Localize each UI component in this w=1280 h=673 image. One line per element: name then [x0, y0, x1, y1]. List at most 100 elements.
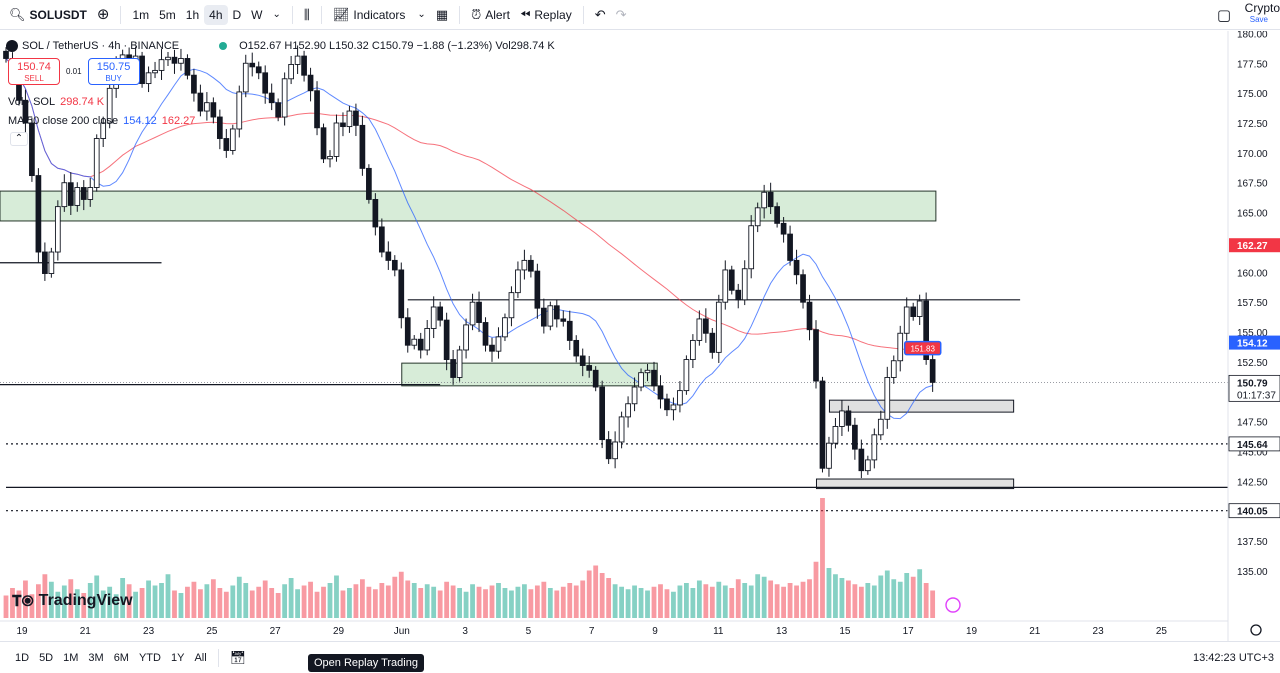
candle[interactable]: [3, 47, 9, 63]
interval-w[interactable]: W: [251, 7, 263, 22]
candle[interactable]: [437, 301, 444, 327]
fullscreen-button[interactable]: ▢: [1212, 5, 1236, 26]
candle[interactable]: [832, 417, 839, 449]
candle[interactable]: [618, 411, 625, 449]
candle[interactable]: [540, 298, 547, 334]
candle[interactable]: [210, 97, 217, 124]
candle[interactable]: [761, 184, 768, 219]
volume-indicator-row[interactable]: Vol · SOL 298.74 K: [8, 92, 195, 111]
candle[interactable]: [281, 72, 288, 126]
candle[interactable]: [320, 123, 327, 164]
candle[interactable]: [748, 215, 755, 279]
candle[interactable]: [61, 174, 68, 212]
candle[interactable]: [54, 200, 61, 261]
candle[interactable]: [275, 98, 282, 122]
candle[interactable]: [890, 355, 897, 384]
zone-rect-2[interactable]: [828, 399, 1015, 413]
candle[interactable]: [670, 397, 677, 421]
candle[interactable]: [236, 85, 243, 138]
candle[interactable]: [534, 263, 541, 319]
candle[interactable]: [139, 51, 145, 88]
candle[interactable]: [916, 294, 923, 326]
candle[interactable]: [489, 337, 495, 362]
alert-button[interactable]: ⏰︎ Alert: [466, 5, 515, 25]
candle[interactable]: [845, 405, 852, 432]
candle[interactable]: [547, 301, 554, 331]
candle[interactable]: [294, 45, 301, 75]
candle[interactable]: [476, 291, 482, 333]
candle[interactable]: [677, 381, 683, 413]
replay-button[interactable]: ⏪︎ Replay: [515, 5, 577, 25]
candle[interactable]: [709, 328, 716, 359]
candle[interactable]: [690, 334, 696, 369]
candle[interactable]: [411, 335, 418, 350]
candle[interactable]: [158, 49, 165, 80]
candle[interactable]: [592, 366, 599, 392]
candle[interactable]: [93, 134, 100, 192]
candle[interactable]: [715, 294, 722, 364]
candle[interactable]: [430, 296, 437, 339]
candle[interactable]: [353, 103, 359, 137]
undo-button[interactable]: ↶: [590, 5, 611, 24]
candle[interactable]: [385, 241, 392, 270]
collapse-legend-button[interactable]: ⌃: [10, 132, 28, 146]
candle[interactable]: [391, 255, 398, 277]
candle[interactable]: [29, 117, 35, 182]
candle[interactable]: [216, 109, 223, 150]
ma-indicator-row[interactable]: MA 50 close 200 close 154.12 162.27: [8, 111, 195, 130]
candle[interactable]: [579, 348, 586, 377]
candle[interactable]: [404, 308, 411, 353]
candle[interactable]: [171, 49, 178, 74]
candle[interactable]: [553, 299, 560, 328]
redo-button[interactable]: ↷: [611, 5, 632, 24]
zone-rect-3[interactable]: [815, 478, 1015, 490]
candle[interactable]: [307, 67, 314, 102]
candle[interactable]: [197, 84, 204, 117]
range-all[interactable]: All: [194, 651, 207, 664]
candle[interactable]: [702, 308, 709, 343]
candle[interactable]: [184, 54, 191, 80]
range-1y[interactable]: 1Y: [170, 651, 185, 664]
compare-button[interactable]: ⊕: [92, 4, 115, 25]
interval-1h[interactable]: 1h: [185, 7, 200, 22]
candle[interactable]: [359, 115, 366, 176]
candle[interactable]: [871, 428, 878, 469]
range-3m[interactable]: 3M: [88, 651, 104, 664]
candle[interactable]: [612, 431, 618, 469]
candle[interactable]: [262, 65, 269, 104]
candle[interactable]: [268, 83, 275, 111]
candle[interactable]: [515, 261, 521, 298]
candle[interactable]: [897, 325, 904, 372]
candle[interactable]: [508, 286, 515, 327]
chart-type-button[interactable]: ⫼: [299, 5, 315, 24]
candle[interactable]: [806, 294, 813, 341]
candle[interactable]: [366, 164, 372, 204]
candle[interactable]: [780, 217, 787, 243]
candle[interactable]: [42, 242, 48, 281]
candle[interactable]: [864, 455, 871, 475]
candle[interactable]: [48, 247, 55, 278]
candle[interactable]: [800, 269, 806, 309]
candle[interactable]: [651, 361, 657, 392]
candle[interactable]: [178, 48, 184, 71]
settings-gear-icon[interactable]: [1250, 624, 1262, 636]
candle[interactable]: [683, 355, 690, 395]
candle[interactable]: [813, 320, 819, 389]
layout-name[interactable]: Crypto Save: [1245, 2, 1280, 26]
range-6m[interactable]: 6M: [113, 651, 129, 664]
candle[interactable]: [372, 193, 379, 236]
candle[interactable]: [100, 116, 107, 148]
lightning-icon[interactable]: [945, 597, 961, 613]
candle[interactable]: [625, 396, 631, 428]
range-ytd[interactable]: YTD: [138, 651, 161, 664]
candle[interactable]: [884, 366, 891, 429]
candle[interactable]: [657, 375, 664, 409]
range-1d[interactable]: 1D: [15, 651, 30, 664]
candle[interactable]: [858, 439, 865, 479]
range-1m[interactable]: 1M: [63, 651, 79, 664]
candle[interactable]: [450, 349, 456, 385]
candle[interactable]: [327, 150, 333, 168]
candle[interactable]: [469, 293, 476, 331]
candle[interactable]: [903, 297, 910, 341]
candle[interactable]: [145, 66, 152, 93]
